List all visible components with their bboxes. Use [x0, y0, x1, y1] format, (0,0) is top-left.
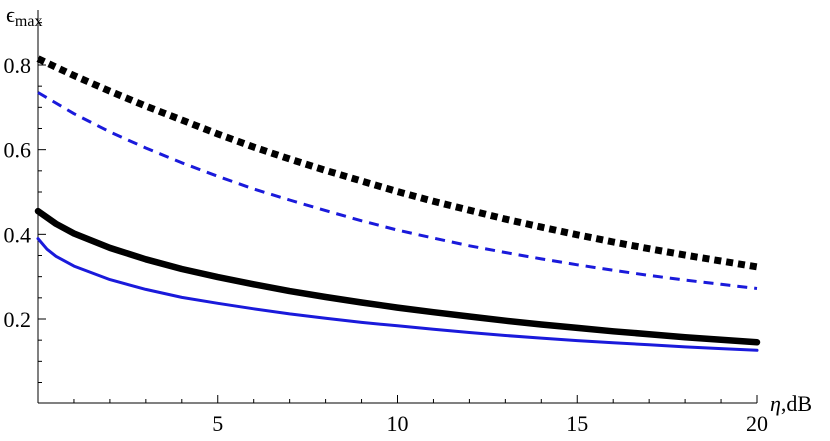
x-axis-unit: ,dB [781, 391, 812, 416]
series-line-3 [34, 207, 761, 346]
y-tick-label: 0.8 [4, 53, 32, 78]
y-tick-label: 0.6 [4, 138, 32, 163]
y-tick-label: 0.4 [4, 222, 32, 247]
series-line-4 [36, 237, 759, 352]
y-tick-label: 0.2 [4, 307, 32, 332]
series-group [34, 55, 761, 352]
series-line-1 [36, 55, 758, 271]
y-axis-subscript: max [15, 13, 43, 30]
y-axis-symbol: ϵ [6, 2, 15, 27]
x-axis-title: η,dB [770, 391, 812, 416]
x-tick-label: 10 [387, 411, 409, 436]
x-tick-label: 20 [746, 411, 768, 436]
x-tick-label: 15 [566, 411, 588, 436]
y-axis-title: ϵmax [6, 2, 42, 30]
x-tick-label: 5 [212, 411, 223, 436]
x-axis-symbol: η [770, 391, 781, 416]
series-line-2 [37, 91, 758, 290]
ticks-group: 5 10 15 20 0.2 0.4 0.6 0.8 [4, 22, 768, 436]
